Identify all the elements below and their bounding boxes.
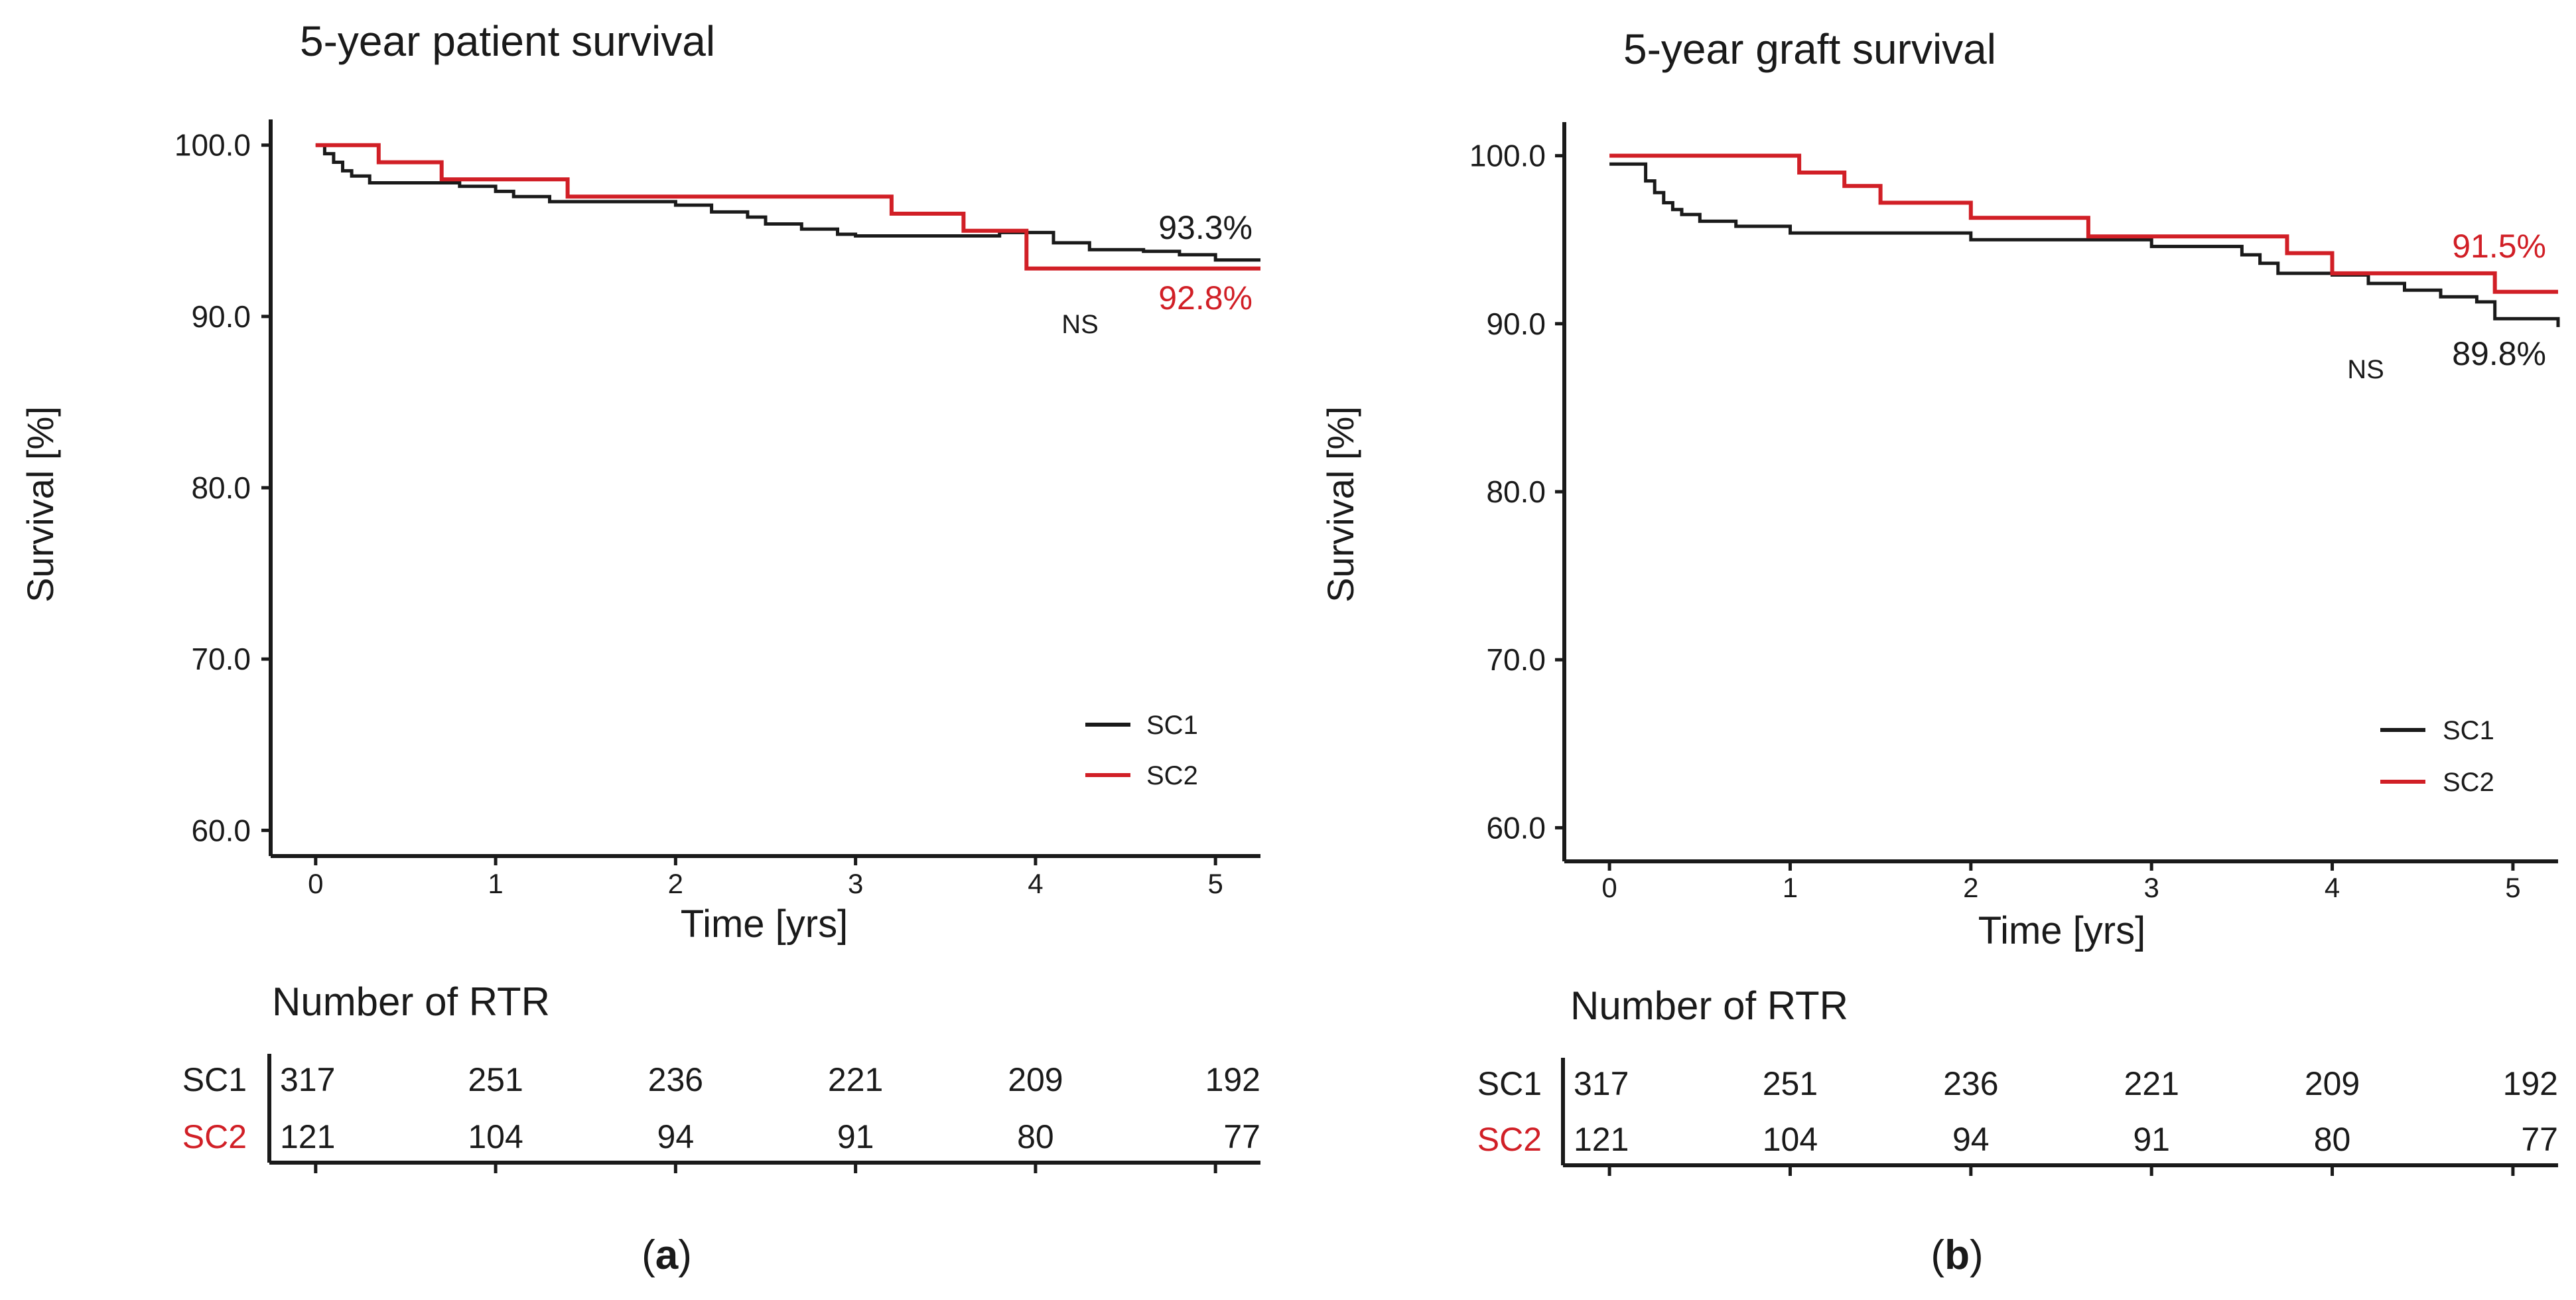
risk-value-sc2: 77 xyxy=(1223,1118,1260,1155)
risk-row-label-sc1: SC1 xyxy=(1477,1065,1542,1102)
y-ticks: 60.0 70.0 80.0 90.0 100.0 xyxy=(174,128,271,847)
x-tick-label: 1 xyxy=(488,868,503,899)
x-axis-label: Time [yrs] xyxy=(681,903,848,946)
risk-table: SC1 SC2 317 251 236 221 209 192 121 104 94 91 80 77 xyxy=(182,1054,1260,1173)
x-tick-label: 2 xyxy=(668,868,683,899)
y-tick-label: 70.0 xyxy=(1486,642,1546,677)
legend-sc2-label: SC2 xyxy=(1146,761,1198,790)
series-layer xyxy=(1609,153,2560,327)
x-tick-label: 3 xyxy=(2144,872,2159,903)
sc2-final-label: 92.8% xyxy=(1158,279,1253,317)
risk-table-ticks xyxy=(1607,1165,2515,1176)
risk-table: SC1 SC2 317 251 236 221 209 192 121 104 94 91 80 77 xyxy=(1477,1058,2558,1176)
x-tick-label: 5 xyxy=(2505,872,2520,903)
risk-value-sc1: 236 xyxy=(1943,1065,1998,1102)
sc2-final-label: 91.5% xyxy=(2452,228,2546,265)
risk-value-sc2: 104 xyxy=(1763,1121,1818,1158)
x-ticks: 0 1 2 3 4 5 xyxy=(1601,861,2521,903)
x-tick-label: 3 xyxy=(848,868,863,899)
risk-value-sc1: 221 xyxy=(828,1061,883,1098)
x-tick-label: 2 xyxy=(1963,872,1978,903)
risk-table-title: Number of RTR xyxy=(1570,983,1848,1028)
risk-value-sc2: 121 xyxy=(280,1118,335,1155)
y-tick-label: 90.0 xyxy=(1486,307,1546,341)
panel-a: 5-year patient survival Survival [%] Tim… xyxy=(19,17,1260,1278)
x-tick-label: 4 xyxy=(2325,872,2340,903)
panel-label-letter: a xyxy=(655,1232,679,1278)
ns-label: NS xyxy=(2347,355,2384,384)
risk-value-sc1: 251 xyxy=(1763,1065,1818,1102)
risk-value-sc2: 80 xyxy=(1017,1118,1054,1155)
risk-value-sc2: 91 xyxy=(2133,1121,2170,1158)
risk-table-values: 317 251 236 221 209 192 121 104 94 91 80 77 xyxy=(1574,1065,2558,1158)
axes xyxy=(269,119,1260,858)
y-tick-label: 100.0 xyxy=(174,128,251,163)
panel-b: 5-year graft survival Survival [%] Time … xyxy=(1320,25,2560,1278)
y-tick-label: 80.0 xyxy=(191,470,251,505)
risk-table-title: Number of RTR xyxy=(272,979,550,1024)
y-tick-label: 80.0 xyxy=(1486,474,1546,509)
sc1-final-label: 93.3% xyxy=(1158,209,1253,246)
legend-sc1-label: SC1 xyxy=(2443,716,2494,745)
risk-value-sc2: 80 xyxy=(2314,1121,2351,1158)
x-tick-label: 0 xyxy=(1601,872,1617,903)
series-layer xyxy=(315,143,1260,271)
x-tick-label: 4 xyxy=(1028,868,1043,899)
x-axis-label: Time [yrs] xyxy=(1978,909,2145,952)
risk-value-sc1: 221 xyxy=(2124,1065,2179,1102)
risk-value-sc2: 121 xyxy=(1574,1121,1629,1158)
axes xyxy=(1562,122,2558,863)
panel-label: (a) xyxy=(642,1232,692,1278)
risk-value-sc2: 104 xyxy=(468,1118,523,1155)
x-tick-label: 1 xyxy=(1783,872,1798,903)
risk-value-sc2: 77 xyxy=(2521,1121,2558,1158)
chart-title: 5-year patient survival xyxy=(300,17,715,65)
y-axis-label: Survival [%] xyxy=(19,406,61,603)
panel-label: (b) xyxy=(1931,1232,1983,1278)
y-tick-label: 70.0 xyxy=(191,642,251,676)
series-line-sc2 xyxy=(315,143,1260,271)
risk-table-values: 317 251 236 221 209 192 121 104 94 91 80 77 xyxy=(280,1061,1260,1155)
legend: SC1 SC2 xyxy=(1085,711,1198,790)
x-ticks: 0 1 2 3 4 5 xyxy=(308,856,1223,899)
y-ticks: 60.0 70.0 80.0 90.0 100.0 xyxy=(1469,139,1564,845)
series-line-sc1 xyxy=(1609,162,2560,327)
risk-value-sc1: 209 xyxy=(2305,1065,2360,1102)
y-axis-label: Survival [%] xyxy=(1320,406,1361,603)
risk-value-sc2: 94 xyxy=(1952,1121,1990,1158)
y-tick-label: 60.0 xyxy=(1486,810,1546,845)
series-line-sc2 xyxy=(1609,153,2558,294)
risk-value-sc1: 192 xyxy=(2503,1065,2558,1102)
legend-sc2-label: SC2 xyxy=(2443,768,2494,797)
risk-value-sc1: 209 xyxy=(1008,1061,1063,1098)
legend: SC1 SC2 xyxy=(2380,716,2494,797)
risk-value-sc1: 236 xyxy=(648,1061,703,1098)
risk-row-label-sc2: SC2 xyxy=(1477,1121,1542,1158)
series-line-sc1 xyxy=(315,143,1260,262)
risk-value-sc1: 192 xyxy=(1205,1061,1260,1098)
x-tick-label: 0 xyxy=(308,868,323,899)
ns-label: NS xyxy=(1061,310,1099,339)
risk-value-sc1: 317 xyxy=(280,1061,335,1098)
risk-row-label-sc1: SC1 xyxy=(182,1061,247,1098)
risk-row-label-sc2: SC2 xyxy=(182,1118,247,1155)
risk-value-sc2: 91 xyxy=(837,1118,874,1155)
risk-table-ticks xyxy=(314,1163,1217,1173)
y-tick-label: 90.0 xyxy=(191,299,251,334)
y-tick-label: 60.0 xyxy=(191,813,251,847)
risk-value-sc1: 251 xyxy=(468,1061,523,1098)
chart-title: 5-year graft survival xyxy=(1623,25,1996,73)
legend-sc1-label: SC1 xyxy=(1146,711,1198,740)
risk-value-sc1: 317 xyxy=(1574,1065,1629,1102)
x-tick-label: 5 xyxy=(1208,868,1223,899)
y-tick-label: 100.0 xyxy=(1469,139,1546,173)
panel-label-letter: b xyxy=(1944,1232,1970,1278)
risk-value-sc2: 94 xyxy=(657,1118,695,1155)
sc1-final-label: 89.8% xyxy=(2452,335,2546,372)
